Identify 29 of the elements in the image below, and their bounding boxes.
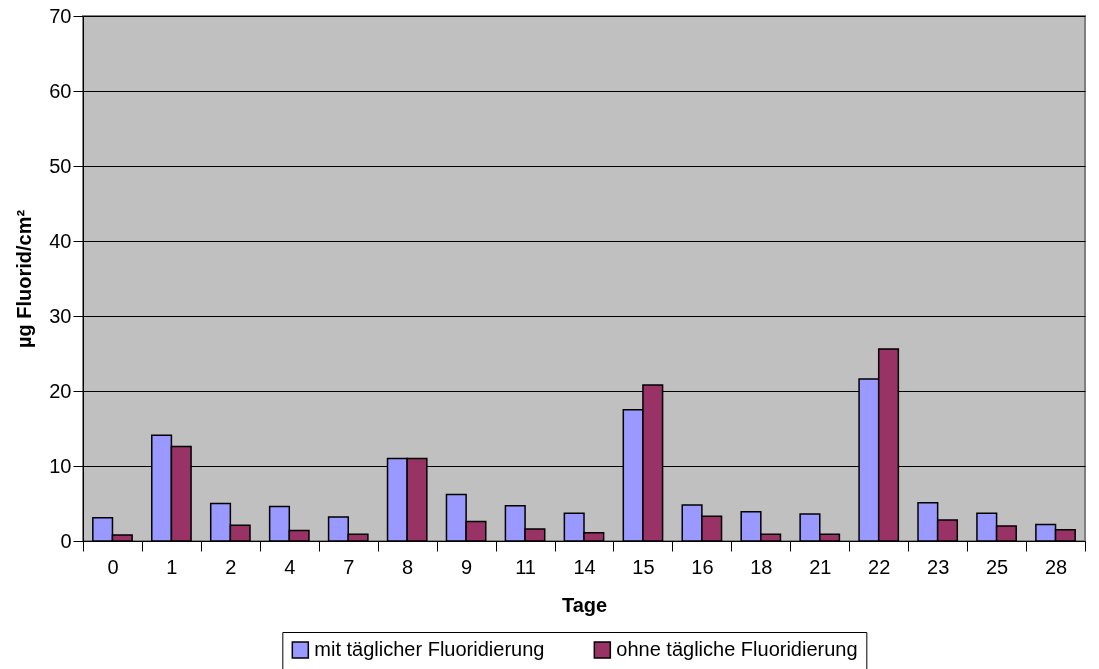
x-tick-label: 0	[107, 555, 119, 578]
x-tick-label: 2	[225, 555, 237, 578]
x-tick-label: 21	[809, 555, 832, 578]
x-axis-title: Tage	[561, 593, 608, 616]
y-axis-title: µg Fluorid/cm²	[13, 209, 36, 349]
x-tick-label: 11	[515, 555, 536, 578]
x-tick-label: 14	[573, 555, 596, 578]
x-tick-label: 23	[927, 555, 950, 578]
x-tick-label: 8	[402, 555, 414, 578]
y-tick-label: 10	[49, 454, 72, 477]
y-tick-label: 0	[60, 529, 72, 552]
x-tick-label: 18	[750, 555, 773, 578]
x-tick-label: 28	[1044, 555, 1068, 578]
x-tick-label: 1	[166, 555, 178, 578]
x-tick-label: 7	[343, 555, 355, 578]
legend-label: ohne tägliche Fluoridierung	[616, 638, 858, 660]
y-tick-label: 50	[49, 154, 72, 177]
y-tick-label: 20	[49, 379, 72, 402]
y-tick-label: 30	[49, 304, 72, 327]
y-tick-label: 60	[49, 79, 72, 102]
x-tick-label: 15	[632, 555, 655, 578]
x-tick-label: 22	[868, 555, 891, 578]
legend-label: mit täglicher Fluoridierung	[314, 638, 545, 660]
x-tick-label: 4	[284, 555, 296, 578]
x-tick-label: 25	[985, 555, 1009, 578]
x-tick-label: 9	[461, 555, 473, 578]
y-tick-label: 70	[49, 4, 72, 27]
y-tick-label: 40	[49, 229, 72, 252]
x-tick-label: 16	[691, 555, 714, 578]
